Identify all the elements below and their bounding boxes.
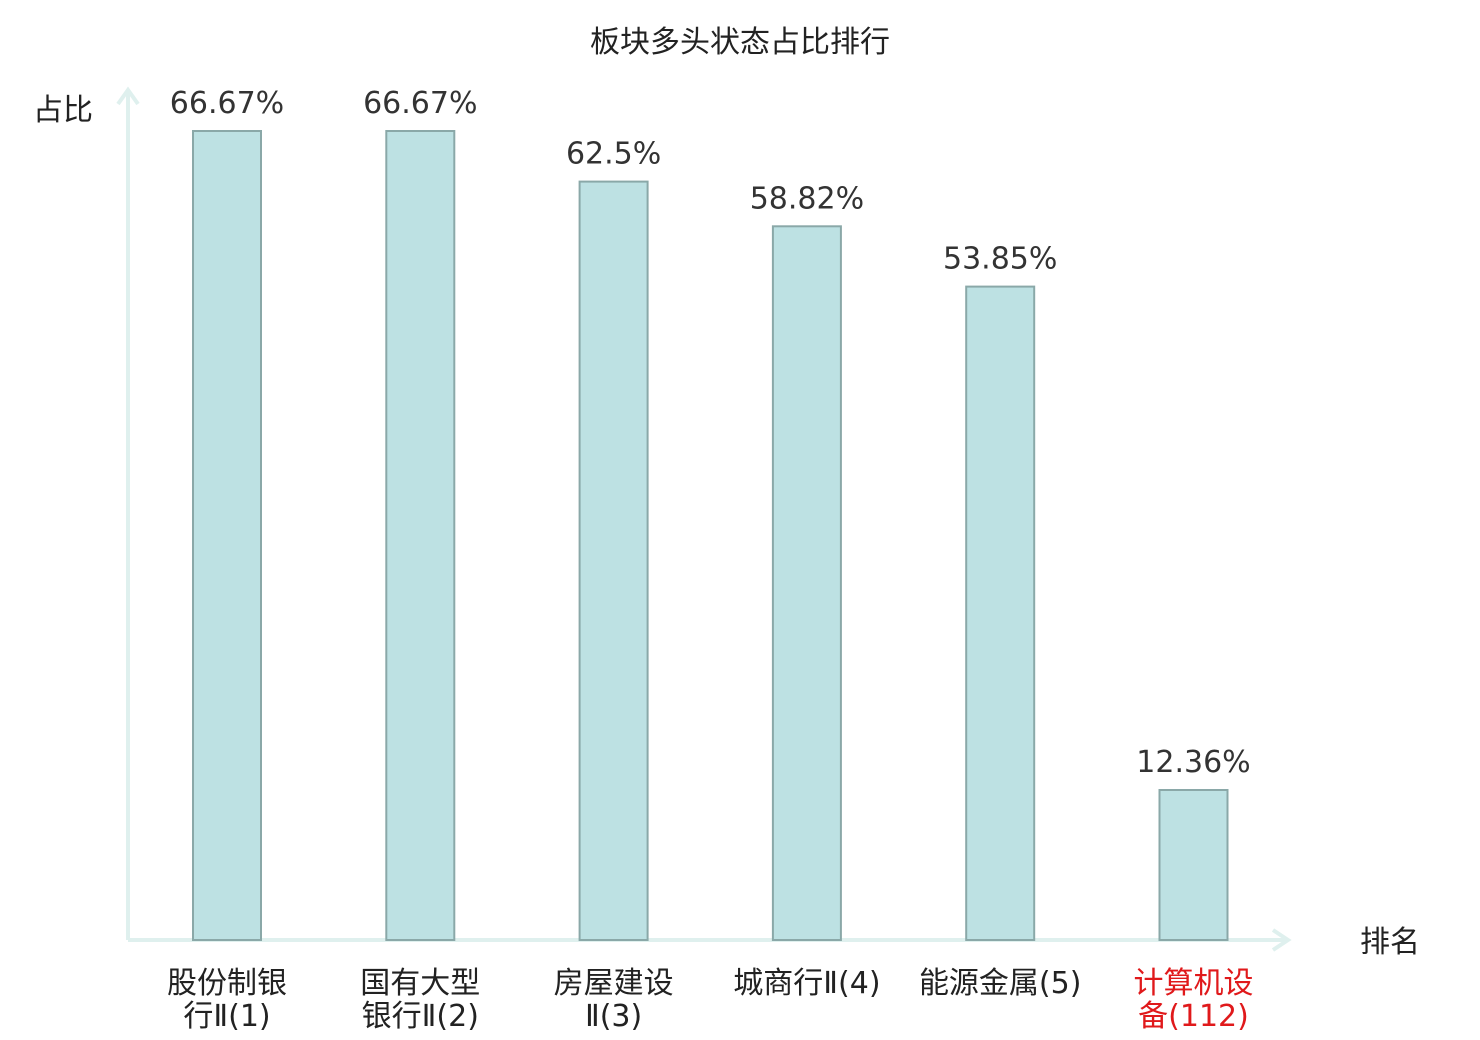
- y-axis-label: 占比: [33, 93, 93, 128]
- bar-value-label: 12.36%: [1136, 745, 1250, 780]
- bar: [1158, 789, 1229, 941]
- x-axis-label: 排名: [1360, 925, 1420, 960]
- bar: [192, 130, 262, 941]
- bar-value-label: 66.67%: [170, 86, 284, 121]
- bar-value-label: 53.85%: [943, 242, 1057, 277]
- category-label: 城商行Ⅱ(4): [733, 966, 880, 1001]
- category-label-line2: 银行Ⅱ(2): [362, 999, 479, 1034]
- category-label: 股份制银: [167, 966, 287, 1001]
- bar: [771, 225, 842, 942]
- category-label-line2: 备(112): [1138, 999, 1249, 1034]
- category-label: 能源金属(5): [919, 966, 1082, 1001]
- bar-value-label: 58.82%: [750, 181, 864, 216]
- category-label: 计算机设: [1134, 966, 1254, 1001]
- category-label: 房屋建设: [554, 966, 674, 1001]
- bars-group: [192, 130, 1229, 942]
- bar: [578, 180, 649, 942]
- category-label-line2: Ⅱ(3): [585, 999, 642, 1034]
- bar: [965, 285, 1036, 942]
- bar-value-label: 62.5%: [566, 137, 661, 172]
- axes: [116, 86, 1292, 952]
- bar-value-label: 66.67%: [363, 86, 477, 121]
- value-labels-group: 66.67% 66.67% 62.5% 58.82% 53.85% 12.36%: [170, 86, 1251, 780]
- chart-title: 板块多头状态占比排行: [590, 25, 890, 60]
- bar: [385, 130, 456, 941]
- y-axis-arrow: [116, 86, 140, 106]
- category-label: 国有大型: [360, 966, 480, 1001]
- x-axis-arrow: [1271, 928, 1292, 952]
- category-label-line2: 行Ⅱ(1): [183, 999, 270, 1034]
